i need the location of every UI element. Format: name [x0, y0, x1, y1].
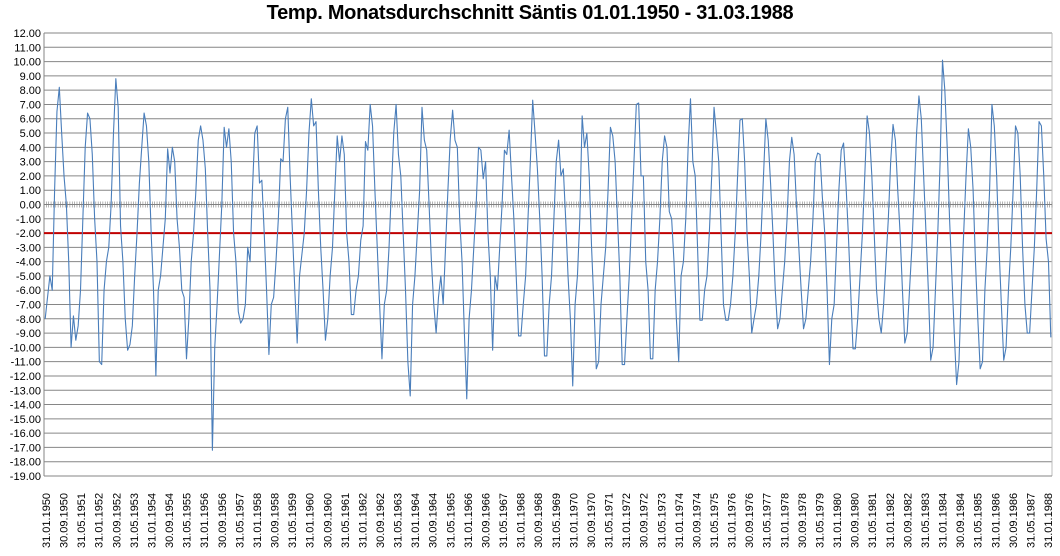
- x-tick-label: 31.05.1967: [498, 493, 510, 548]
- y-tick-label: -5.00: [16, 271, 41, 283]
- series-layer: [44, 59, 1052, 451]
- x-tick-label: 31.05.1955: [182, 493, 194, 548]
- x-tick-label: 31.01.1976: [727, 493, 739, 548]
- y-tick-label: 8.00: [20, 85, 41, 97]
- x-tick-label: 31.05.1985: [973, 493, 985, 548]
- y-tick-label: 0.00: [20, 199, 41, 211]
- x-tick-label: 31.01.1954: [147, 493, 159, 548]
- x-axis-tick-marks: [43, 201, 1053, 208]
- x-tick-label: 31.05.1981: [867, 493, 879, 548]
- y-tick-label: -6.00: [16, 285, 41, 297]
- x-tick-label: 31.01.1974: [674, 493, 686, 548]
- x-tick-label: 31.01.1970: [568, 493, 580, 548]
- y-tick-label: -1.00: [16, 214, 41, 226]
- y-tick-label: 7.00: [20, 99, 41, 111]
- y-tick-label: -15.00: [10, 414, 41, 426]
- x-tick-label: 31.05.1979: [815, 493, 827, 548]
- x-tick-label: 30.09.1976: [744, 493, 756, 548]
- x-tick-label: 30.09.1980: [850, 493, 862, 548]
- x-tick-label: 31.01.1980: [832, 493, 844, 548]
- y-tick-label: 11.00: [14, 42, 41, 54]
- y-tick-label: -8.00: [16, 314, 41, 326]
- y-tick-label: -11.00: [11, 357, 41, 369]
- x-tick-label: 30.09.1968: [533, 493, 545, 548]
- y-tick-label: -17.00: [10, 442, 41, 454]
- y-tick-label: -2.00: [16, 228, 41, 240]
- x-tick-label: 31.05.1965: [445, 493, 457, 548]
- x-tick-label: 31.05.1973: [656, 493, 668, 548]
- x-tick-label: 31.01.1968: [516, 493, 528, 548]
- x-tick-label: 30.09.1950: [59, 493, 71, 548]
- x-tick-label: 30.09.1986: [1008, 493, 1020, 548]
- x-tick-labels: 31.01.1950 30.09.1950 31.05.1951 31.01.1952…: [41, 493, 1055, 548]
- y-tick-label: -10.00: [10, 342, 41, 354]
- x-tick-label: 30.09.1984: [955, 493, 967, 548]
- y-tick-label: 10.00: [13, 57, 41, 69]
- y-tick-label: -9.00: [16, 328, 41, 340]
- x-tick-label: 31.01.1958: [252, 493, 264, 548]
- x-tick-label: 31.01.1988: [1043, 493, 1055, 548]
- y-tick-label: -18.00: [10, 457, 41, 469]
- x-tick-label: 31.05.1953: [129, 493, 141, 548]
- x-tick-label: 30.09.1958: [270, 493, 282, 548]
- x-tick-label: 30.09.1978: [797, 493, 809, 548]
- x-tick-label: 31.01.1956: [199, 493, 211, 548]
- y-tick-label: -16.00: [10, 428, 41, 440]
- x-tick-label: 31.01.1952: [94, 493, 106, 548]
- series-line: [44, 59, 1052, 451]
- y-tick-label: -4.00: [16, 257, 41, 269]
- y-tick-labels: 12.00 11.00 10.00 9.00 8.00 7.00 6.00 5.00 4.00 3…: [10, 28, 41, 483]
- x-tick-label: 31.01.1960: [305, 493, 317, 548]
- x-tick-label: 30.09.1972: [639, 493, 651, 548]
- x-tick-label: 31.05.1951: [76, 493, 88, 548]
- y-tick-label: 5.00: [20, 128, 41, 140]
- x-tick-label: 30.09.1964: [428, 493, 440, 548]
- x-tick-label: 30.09.1956: [217, 493, 229, 548]
- y-tick-label: 1.00: [20, 185, 41, 197]
- axes: [43, 33, 1053, 477]
- y-tick-label: -7.00: [16, 300, 41, 312]
- x-tick-label: 31.01.1986: [990, 493, 1002, 548]
- x-tick-label: 30.09.1962: [375, 493, 387, 548]
- chart-title: Temp. Monatsdurchschnitt Säntis 01.01.19…: [266, 2, 794, 24]
- x-tick-label: 31.05.1957: [234, 493, 246, 548]
- x-tick-label: 31.05.1983: [920, 493, 932, 548]
- x-tick-label: 31.05.1969: [551, 493, 563, 548]
- x-tick-label: 30.09.1966: [481, 493, 493, 548]
- y-tick-label: 4.00: [20, 142, 41, 154]
- x-tick-label: 30.09.1982: [902, 493, 914, 548]
- y-tick-label: 6.00: [20, 114, 41, 126]
- x-tick-label: 31.01.1962: [357, 493, 369, 548]
- y-tick-label: -3.00: [16, 242, 41, 254]
- y-tick-label: 12.00: [13, 28, 41, 40]
- y-tick-label: -12.00: [10, 371, 41, 383]
- y-tick-label: -14.00: [10, 400, 41, 412]
- y-tick-label: -19.00: [10, 471, 41, 483]
- x-tick-label: 30.09.1952: [111, 493, 123, 548]
- x-tick-label: 31.01.1982: [885, 493, 897, 548]
- x-tick-label: 31.05.1987: [1025, 493, 1037, 548]
- x-tick-label: 31.01.1984: [938, 493, 950, 548]
- x-tick-label: 31.01.1964: [410, 493, 422, 548]
- y-tick-label: 2.00: [20, 171, 41, 183]
- x-tick-label: 30.09.1954: [164, 493, 176, 548]
- x-tick-label: 31.05.1959: [287, 493, 299, 548]
- x-tick-label: 31.05.1975: [709, 493, 721, 548]
- x-tick-label: 30.09.1960: [322, 493, 334, 548]
- x-tick-label: 31.05.1977: [762, 493, 774, 548]
- x-tick-label: 31.05.1971: [604, 493, 616, 548]
- y-tick-label: 3.00: [20, 157, 41, 169]
- y-tick-label: -13.00: [10, 385, 41, 397]
- y-tick-label: 9.00: [20, 71, 41, 83]
- x-tick-label: 31.01.1978: [779, 493, 791, 548]
- x-tick-label: 30.09.1970: [586, 493, 598, 548]
- x-tick-label: 31.05.1961: [340, 493, 352, 548]
- x-tick-label: 30.09.1974: [691, 493, 703, 548]
- x-tick-label: 31.01.1972: [621, 493, 633, 548]
- x-tick-label: 31.05.1963: [393, 493, 405, 548]
- x-tick-label: 31.01.1950: [41, 493, 53, 548]
- x-tick-label: 31.01.1966: [463, 493, 475, 548]
